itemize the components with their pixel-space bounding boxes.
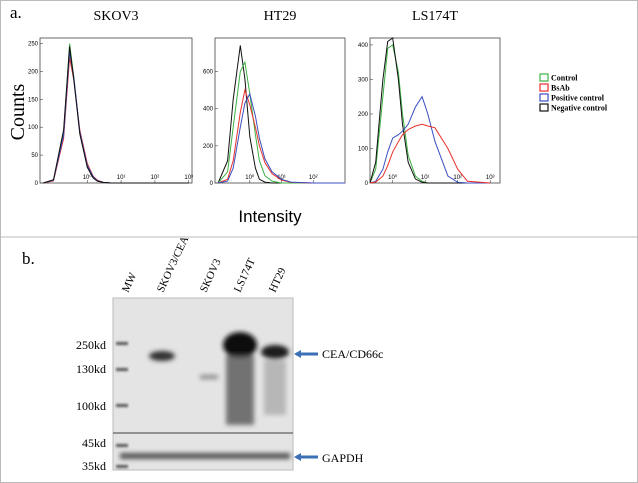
chart-title: SKOV3 xyxy=(93,9,138,24)
x-tick-label: 10¹ xyxy=(421,175,430,181)
series-line xyxy=(369,37,491,184)
y-tick-label: 0 xyxy=(210,181,214,187)
lane-label: HT29 xyxy=(267,265,289,294)
x-tick-label: 10² xyxy=(151,175,160,181)
series-line xyxy=(217,88,345,184)
series-line xyxy=(217,60,345,184)
y-tick-label: 200 xyxy=(358,112,369,118)
legend-swatch xyxy=(539,83,549,92)
size-marker: 130kd xyxy=(76,362,106,376)
series-line xyxy=(369,123,491,184)
y-tick-label: 0 xyxy=(35,181,39,187)
lane-label: LS174T xyxy=(232,256,258,294)
series-line xyxy=(369,95,491,184)
y-tick-label: 200 xyxy=(28,69,39,75)
y-tick-label: 150 xyxy=(28,97,39,103)
y-tick-label: 50 xyxy=(31,153,38,159)
legend-swatch xyxy=(539,103,549,112)
legend-label: Positive control xyxy=(551,94,605,103)
panel-label: a. xyxy=(10,3,22,22)
x-tick-label: 10² xyxy=(453,175,462,181)
y-axis-label: Counts xyxy=(7,83,29,140)
y-tick-label: 400 xyxy=(358,43,369,49)
y-tick-label: 250 xyxy=(28,42,39,48)
x-tick-label: 10³ xyxy=(486,175,495,181)
x-tick-label: 10³ xyxy=(184,175,193,181)
panel-label: b. xyxy=(22,249,35,268)
lane-label: MW xyxy=(120,270,140,294)
legend-swatch xyxy=(539,93,549,102)
x-tick-label: 10¹ xyxy=(117,175,126,181)
lane-label: SKOV3 xyxy=(198,257,224,295)
band-label: GAPDH xyxy=(322,451,364,465)
y-tick-label: 100 xyxy=(28,125,39,131)
legend-label: BsAb xyxy=(551,84,570,93)
lane-label: SKOV3/CEA xyxy=(155,234,191,294)
series-line xyxy=(369,44,491,184)
size-marker: 250kd xyxy=(76,338,106,352)
series-line xyxy=(43,51,189,184)
x-tick-label: 10¹ xyxy=(277,175,286,181)
size-marker: 35kd xyxy=(82,459,106,473)
chart-title: LS174T xyxy=(412,9,458,24)
western-blot xyxy=(112,297,318,471)
x-tick-label: 10⁰ xyxy=(388,174,398,181)
size-marker: 100kd xyxy=(76,399,106,413)
x-tick-label: 10² xyxy=(309,175,318,181)
y-tick-label: 600 xyxy=(203,69,214,75)
y-tick-label: 0 xyxy=(365,181,369,187)
y-tick-label: 200 xyxy=(203,144,214,150)
y-tick-label: 300 xyxy=(358,77,369,83)
y-tick-label: 400 xyxy=(203,107,214,113)
x-tick-label: 10⁰ xyxy=(83,174,93,181)
x-tick-label: 10⁰ xyxy=(245,174,255,181)
chart-title: HT29 xyxy=(264,9,297,24)
legend-label: Control xyxy=(551,74,578,83)
y-tick-label: 100 xyxy=(358,146,369,152)
size-marker: 45kd xyxy=(82,436,106,450)
series-line xyxy=(218,92,345,184)
band-label: CEA/CD66c xyxy=(322,347,383,361)
x-axis-label: Intensity xyxy=(238,207,302,226)
series-line xyxy=(43,46,189,184)
legend-swatch xyxy=(539,73,549,82)
plot-frame xyxy=(39,37,193,184)
legend-label: Negative control xyxy=(551,104,608,113)
series-line xyxy=(217,45,345,184)
